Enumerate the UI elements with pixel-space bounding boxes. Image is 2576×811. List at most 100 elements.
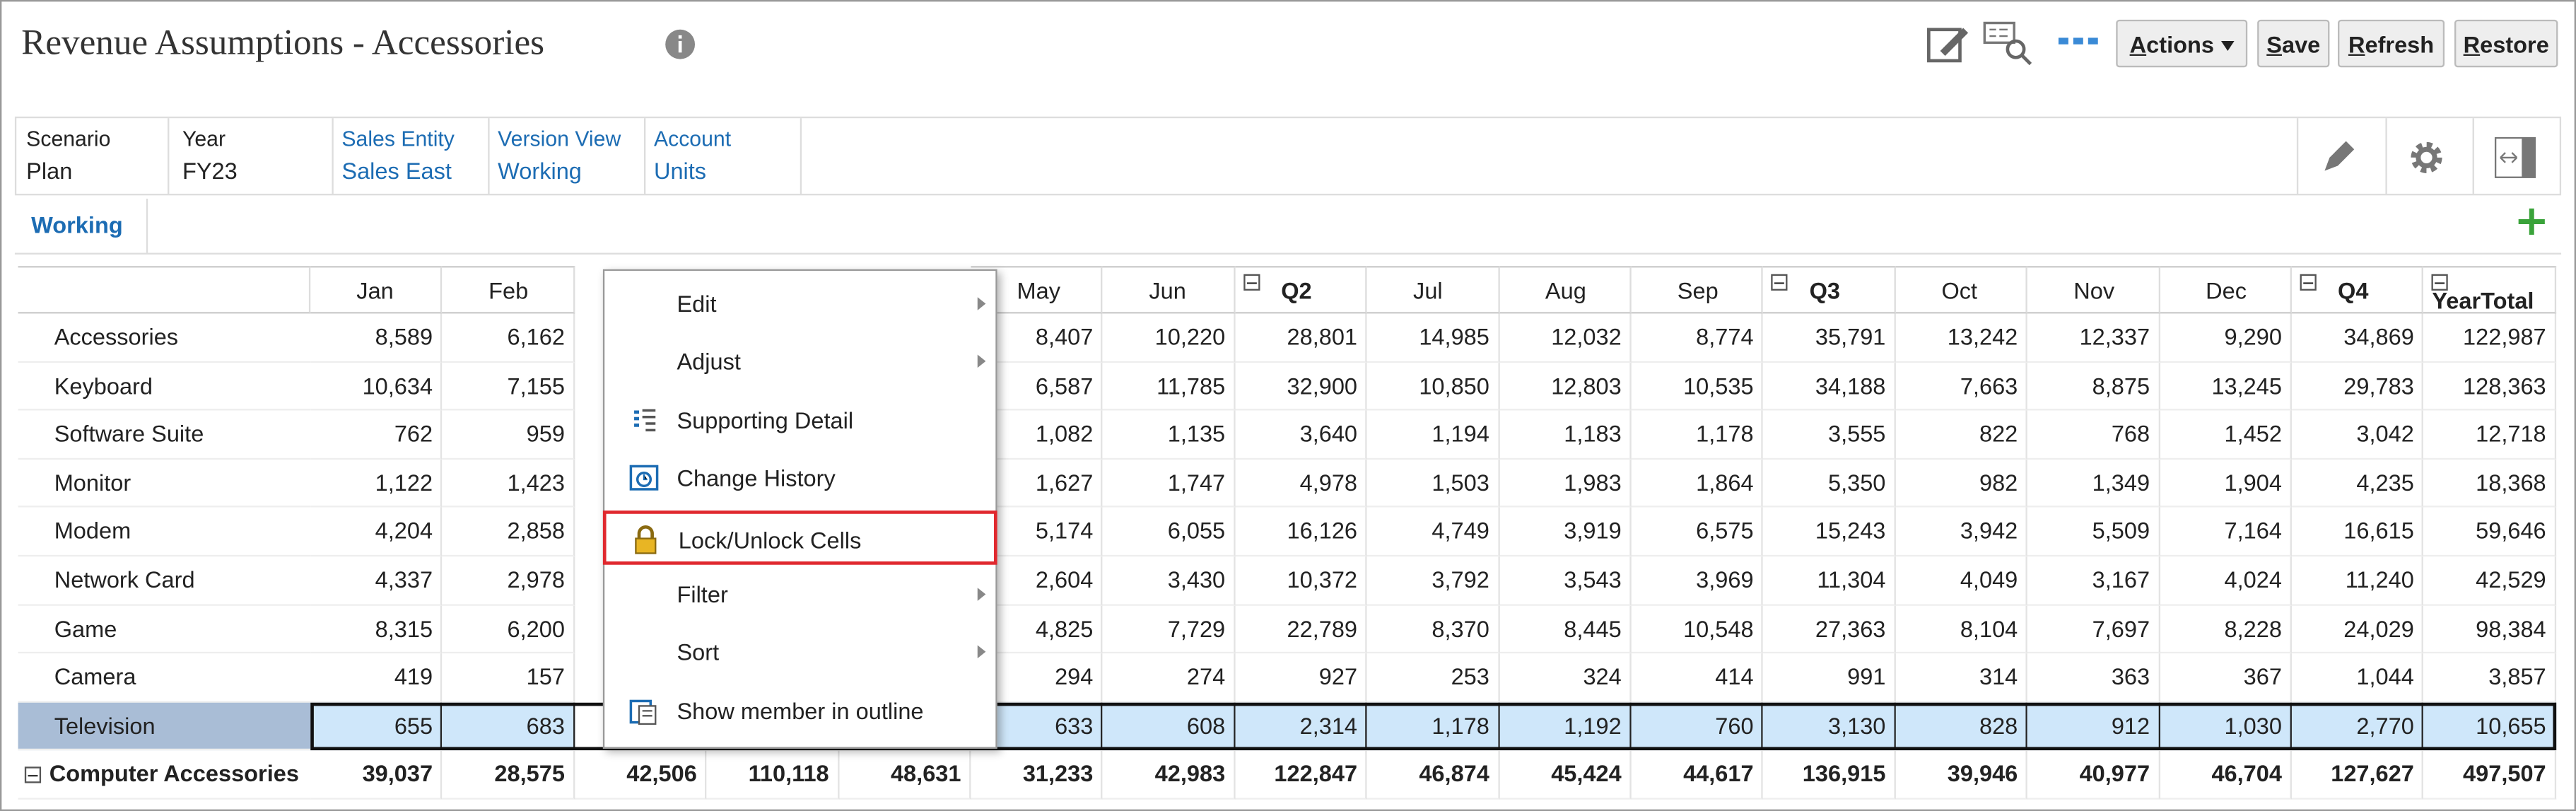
data-cell[interactable]: 16,126 (1235, 508, 1367, 557)
data-cell[interactable]: 46,704 (2160, 751, 2292, 800)
column-header[interactable]: Q3 (1763, 266, 1896, 314)
data-cell[interactable]: 8,774 (1631, 313, 1764, 363)
data-cell[interactable]: 128,363 (2423, 362, 2556, 411)
data-cell[interactable]: 10,850 (1366, 362, 1499, 411)
data-cell[interactable]: 10,220 (1103, 313, 1236, 363)
menu-item[interactable]: Sort (604, 626, 995, 681)
data-cell[interactable]: 10,548 (1631, 605, 1764, 654)
pov-label[interactable]: Account (653, 126, 732, 151)
info-icon[interactable] (664, 28, 696, 60)
pov-value[interactable]: Sales East (341, 157, 452, 185)
data-cell[interactable]: 10,634 (310, 362, 443, 411)
data-cell[interactable]: 6,575 (1631, 508, 1764, 557)
data-cell[interactable]: 1,423 (443, 459, 575, 508)
column-header[interactable]: Q2 (1235, 266, 1367, 314)
data-cell[interactable]: 8,104 (1895, 605, 2028, 654)
data-cell[interactable]: 42,983 (1103, 751, 1236, 800)
data-cell[interactable]: 8,589 (310, 313, 443, 363)
menu-item[interactable]: Supporting Detail (604, 394, 995, 448)
data-cell[interactable]: 22,789 (1235, 605, 1367, 654)
data-cell[interactable]: 7,729 (1103, 605, 1236, 654)
data-cell[interactable]: 10,535 (1631, 362, 1764, 411)
tab[interactable]: Working (31, 211, 123, 238)
data-cell[interactable]: 48,631 (838, 751, 971, 800)
data-cell[interactable]: 12,803 (1499, 362, 1632, 411)
toolbar-button[interactable]: Save (2257, 19, 2330, 68)
data-cell[interactable]: 40,977 (2027, 751, 2160, 800)
edit-icon[interactable] (1924, 21, 1973, 67)
data-cell[interactable]: 2,770 (2291, 702, 2424, 752)
data-cell[interactable]: 1,747 (1103, 459, 1236, 508)
data-cell[interactable]: 1,044 (2291, 653, 2424, 703)
data-cell[interactable]: 45,424 (1499, 751, 1632, 800)
data-cell[interactable]: 13,245 (2160, 362, 2292, 411)
column-header[interactable]: YearTotal (2423, 266, 2556, 314)
data-cell[interactable]: 2,604 (971, 556, 1103, 605)
data-cell[interactable]: 1,030 (2160, 702, 2292, 752)
pov-value[interactable]: Working (498, 157, 582, 185)
data-cell[interactable]: 6,162 (443, 313, 575, 363)
pov-label[interactable]: Sales Entity (341, 126, 455, 151)
data-cell[interactable]: 982 (1895, 459, 2028, 508)
pov-label[interactable]: Version View (498, 126, 621, 151)
data-cell[interactable]: 4,049 (1895, 556, 2028, 605)
collapse-toggle[interactable] (1772, 274, 1788, 291)
data-cell[interactable]: 760 (1631, 702, 1764, 752)
data-cell[interactable]: 2,978 (443, 556, 575, 605)
data-cell[interactable]: 34,188 (1763, 362, 1896, 411)
data-cell[interactable]: 828 (1895, 702, 2028, 752)
data-cell[interactable]: 8,445 (1499, 605, 1632, 654)
data-cell[interactable]: 4,204 (310, 508, 443, 557)
data-cell[interactable]: 414 (1631, 653, 1764, 703)
data-cell[interactable]: 3,640 (1235, 410, 1367, 460)
data-cell[interactable]: 59,646 (2423, 508, 2556, 557)
data-cell[interactable]: 314 (1895, 653, 2028, 703)
data-cell[interactable]: 683 (443, 702, 575, 752)
data-cell[interactable]: 11,785 (1103, 362, 1236, 411)
menu-item[interactable]: Change History (604, 452, 995, 506)
data-cell[interactable]: 912 (2027, 702, 2160, 752)
data-cell[interactable]: 18,368 (2423, 459, 2556, 508)
data-cell[interactable]: 42,506 (574, 751, 707, 800)
data-cell[interactable]: 29,783 (2291, 362, 2424, 411)
data-cell[interactable]: 3,857 (2423, 653, 2556, 703)
data-cell[interactable]: 15,243 (1763, 508, 1896, 557)
data-cell[interactable]: 274 (1103, 653, 1236, 703)
data-cell[interactable]: 9,290 (2160, 313, 2292, 363)
data-cell[interactable]: 497,507 (2423, 751, 2556, 800)
data-cell[interactable]: 122,847 (1235, 751, 1367, 800)
data-cell[interactable]: 11,240 (2291, 556, 2424, 605)
data-cell[interactable]: 5,174 (971, 508, 1103, 557)
menu-item[interactable]: Lock/Unlock Cells (602, 510, 997, 564)
data-cell[interactable]: 2,314 (1235, 702, 1367, 752)
data-cell[interactable]: 608 (1103, 702, 1236, 752)
data-cell[interactable]: 28,801 (1235, 313, 1367, 363)
data-cell[interactable]: 42,529 (2423, 556, 2556, 605)
data-cell[interactable]: 5,350 (1763, 459, 1896, 508)
data-cell[interactable]: 7,164 (2160, 508, 2292, 557)
data-cell[interactable]: 27,363 (1763, 605, 1896, 654)
data-cell[interactable]: 14,985 (1366, 313, 1499, 363)
collapse-toggle[interactable] (1243, 274, 1260, 291)
data-cell[interactable]: 8,407 (971, 313, 1103, 363)
collapse-toggle[interactable] (24, 767, 42, 784)
data-cell[interactable]: 12,337 (2027, 313, 2160, 363)
more-icon[interactable] (2057, 31, 2100, 54)
data-cell[interactable]: 1,082 (971, 410, 1103, 460)
data-cell[interactable]: 44,617 (1631, 751, 1764, 800)
data-cell[interactable]: 8,315 (310, 605, 443, 654)
data-cell[interactable]: 7,663 (1895, 362, 2028, 411)
toolbar-button[interactable]: Actions (2116, 19, 2248, 68)
toolbar-button[interactable]: Restore (2454, 19, 2558, 68)
data-cell[interactable]: 3,130 (1763, 702, 1896, 752)
data-cell[interactable]: 3,167 (2027, 556, 2160, 605)
data-cell[interactable]: 7,155 (443, 362, 575, 411)
pov-value[interactable]: Units (653, 157, 707, 185)
data-cell[interactable]: 10,372 (1235, 556, 1367, 605)
data-cell[interactable]: 4,337 (310, 556, 443, 605)
data-cell[interactable]: 8,875 (2027, 362, 2160, 411)
data-cell[interactable]: 3,555 (1763, 410, 1896, 460)
data-cell[interactable]: 6,587 (971, 362, 1103, 411)
data-cell[interactable]: 31,233 (971, 751, 1103, 800)
inspect-icon[interactable] (1981, 18, 2034, 68)
